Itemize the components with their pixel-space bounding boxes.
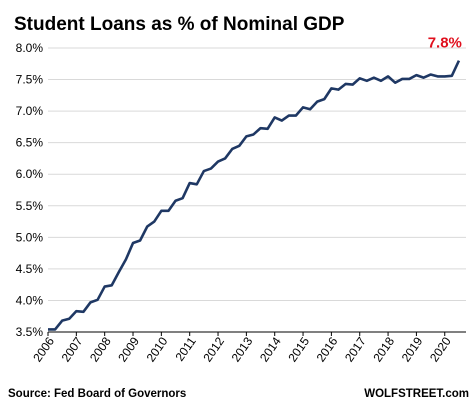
y-tick-label: 4.5% (16, 262, 44, 276)
chart-title: Student Loans as % of Nominal GDP (14, 14, 345, 35)
x-tick-label: 2011 (172, 334, 198, 363)
y-tick-label: 4.0% (16, 293, 44, 307)
x-tick-label: 2009 (115, 334, 142, 364)
x-tick-label: 2020 (427, 334, 454, 364)
gridlines (48, 47, 466, 301)
x-tick-label: 2013 (229, 334, 256, 364)
brand-label: WOLFSTREET.com (364, 388, 469, 400)
y-tick-label: 7.5% (16, 73, 44, 87)
x-axis-ticks: 2006 2007 2008 2009 2010 2011 2012 2013 2014 2015… (30, 331, 466, 364)
series-line (48, 60, 461, 331)
x-tick-label: 2018 (370, 334, 397, 364)
x-tick-label: 2019 (399, 334, 426, 364)
y-tick-label: 5.5% (16, 199, 44, 213)
last-value-annotation: 7.8% (428, 35, 462, 52)
x-tick-label: 2016 (314, 334, 341, 364)
x-tick-label: 2007 (59, 334, 86, 364)
x-tick-label: 2014 (257, 334, 284, 364)
y-tick-label: 8.0% (16, 41, 44, 55)
x-tick-label: 2012 (200, 334, 227, 364)
y-tick-label: 3.5% (16, 325, 44, 339)
y-tick-label: 6.5% (16, 136, 44, 150)
y-tick-label: 6.0% (16, 167, 44, 181)
y-axis-ticks: 8.0% 7.5% 7.0% 6.5% 6.0% 5.5% 5.0% 4.5% 4.0% 3.5% (16, 41, 44, 339)
x-tick-label: 2010 (144, 334, 171, 364)
x-tick-label: 2008 (87, 334, 114, 364)
y-tick-label: 7.0% (16, 104, 44, 118)
x-tick-label: 2017 (342, 334, 369, 364)
x-tick-label: 2015 (285, 334, 312, 364)
source-label: Source: Fed Board of Governors (8, 388, 186, 400)
y-tick-label: 5.0% (16, 230, 44, 244)
